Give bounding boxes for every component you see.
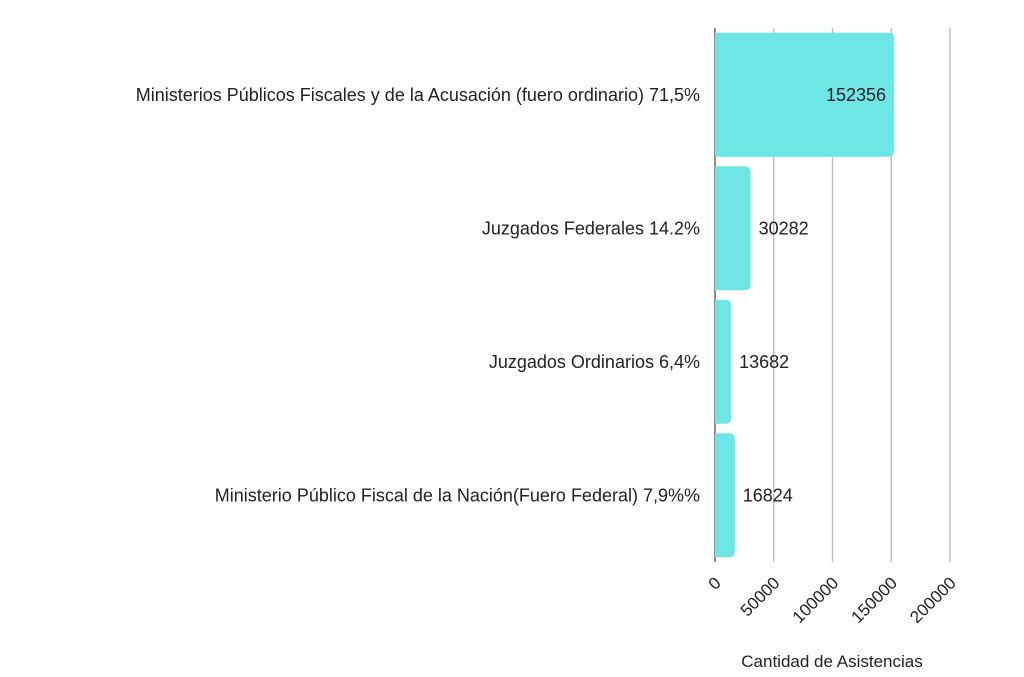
value-label: 30282	[759, 218, 809, 238]
value-label: 152356	[826, 85, 886, 105]
bar	[715, 433, 735, 558]
x-axis-title: Cantidad de Asistencias	[741, 652, 922, 671]
bar	[715, 166, 751, 291]
bars	[715, 32, 895, 558]
x-tick-label: 0	[705, 573, 725, 593]
x-tick-label: 200000	[906, 573, 960, 627]
x-tick-label: 50000	[737, 573, 784, 620]
value-label: 13682	[739, 352, 789, 372]
value-label: 16824	[743, 485, 793, 505]
labels: 0 50000 100000 150000 200000 Ministerios Públ…	[136, 85, 960, 627]
category-label: Juzgados Federales 14.2%	[482, 218, 700, 238]
category-label: Ministerios Públicos Fiscales y de la Ac…	[136, 85, 700, 105]
x-tick-label: 100000	[789, 573, 843, 627]
bar	[715, 299, 732, 424]
x-tick-label: 150000	[848, 573, 902, 627]
category-label: Ministerio Público Fiscal de la Nación(F…	[215, 485, 700, 505]
category-label: Juzgados Ordinarios 6,4%	[489, 352, 700, 372]
bar	[715, 32, 895, 157]
